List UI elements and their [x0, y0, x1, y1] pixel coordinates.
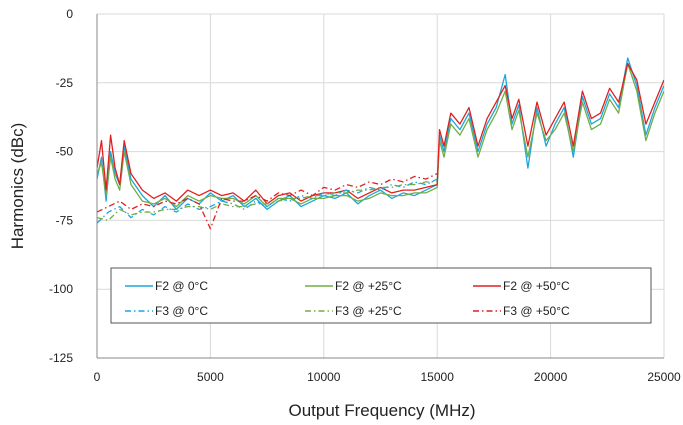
series-layer — [97, 57, 664, 230]
legend-label: F3 @ 0°C — [155, 304, 208, 318]
series-line-2 — [97, 62, 664, 208]
x-tick-label: 20000 — [534, 370, 568, 384]
y-tick-label: 0 — [66, 7, 73, 21]
x-tick-label: 0 — [94, 370, 101, 384]
series-line-4 — [97, 178, 438, 224]
y-tick-label: -25 — [56, 76, 74, 90]
series-line-5 — [97, 181, 438, 222]
y-tick-label: -50 — [56, 145, 74, 159]
y-tick-label: -125 — [49, 351, 73, 365]
legend: F2 @ 0°C F2 @ +25°C F2 @ +50°C F3 @ 0°C F3 @… — [110, 267, 652, 324]
legend-label: F2 @ 0°C — [155, 279, 208, 293]
legend-box — [110, 267, 652, 324]
legend-label: F3 @ +50°C — [503, 304, 570, 318]
series-line-6 — [97, 173, 438, 230]
y-axis-title: Harmonics (dBc) — [8, 123, 27, 250]
x-tick-label: 25000 — [647, 370, 681, 384]
legend-label: F2 @ +25°C — [335, 279, 402, 293]
legend-label: F2 @ +50°C — [503, 279, 570, 293]
x-axis-title: Output Frequency (MHz) — [288, 401, 475, 420]
y-tick-label: -75 — [56, 213, 74, 227]
tick-labels: 0 5000 10000 15000 20000 25000 0 -25 -50 -75 -100 -… — [49, 7, 681, 384]
x-tick-label: 15000 — [421, 370, 455, 384]
legend-label: F3 @ +25°C — [335, 304, 402, 318]
y-tick-label: -100 — [49, 282, 73, 296]
x-tick-label: 10000 — [307, 370, 341, 384]
x-tick-label: 5000 — [197, 370, 224, 384]
series-line-3 — [97, 62, 664, 205]
